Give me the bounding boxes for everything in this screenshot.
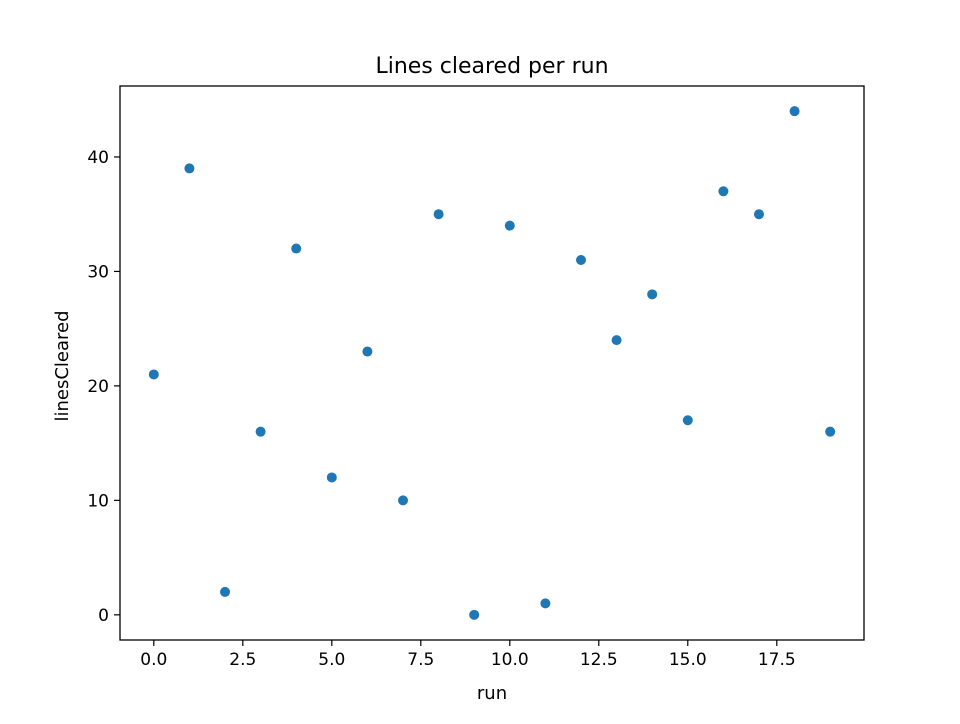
- scatter-point: [326, 472, 337, 483]
- plot-area-frame: [119, 85, 865, 641]
- y-tick-label: 0: [98, 606, 109, 626]
- x-tick-label: 5.0: [318, 650, 345, 670]
- scatter-point: [753, 209, 764, 220]
- scatter-point: [469, 609, 480, 620]
- x-tick-label: 10.0: [491, 650, 529, 670]
- x-tick-label: 12.5: [580, 650, 618, 670]
- scatter-point: [825, 426, 836, 437]
- scatter-point: [362, 346, 373, 357]
- scatter-point: [789, 106, 800, 117]
- scatter-point: [433, 209, 444, 220]
- x-tick-label: 2.5: [229, 650, 256, 670]
- x-axis-label: run: [477, 683, 507, 704]
- x-tick-label: 15.0: [669, 650, 707, 670]
- scatter-point: [148, 369, 159, 380]
- scatter-point: [504, 220, 515, 231]
- scatter-point: [255, 426, 266, 437]
- y-axis-ticks: 0 10 20 30 40: [87, 148, 120, 626]
- scatter-point: [540, 598, 551, 609]
- y-tick-label: 20: [87, 377, 109, 397]
- scatter-point: [398, 495, 409, 506]
- data-points: [148, 106, 836, 620]
- scatter-point: [647, 289, 658, 300]
- scatter-point: [718, 186, 729, 197]
- scatter-point: [575, 254, 586, 265]
- x-tick-label: 17.5: [758, 650, 796, 670]
- scatter-point: [220, 586, 231, 597]
- scatter-point: [291, 243, 302, 254]
- scatter-point: [682, 415, 693, 426]
- y-axis-label: linesCleared: [52, 310, 73, 421]
- y-tick-label: 40: [87, 148, 109, 168]
- y-tick-label: 30: [87, 262, 109, 282]
- scatter-point: [611, 335, 622, 346]
- y-tick-label: 10: [87, 491, 109, 511]
- x-axis-ticks: 0.0 2.5 5.0 7.5 10.0 12.5 15.0 17.5: [140, 640, 796, 670]
- chart-title: Lines cleared per run: [375, 54, 608, 79]
- x-tick-label: 7.5: [407, 650, 434, 670]
- x-tick-label: 0.0: [140, 650, 167, 670]
- scatter-point: [184, 163, 195, 174]
